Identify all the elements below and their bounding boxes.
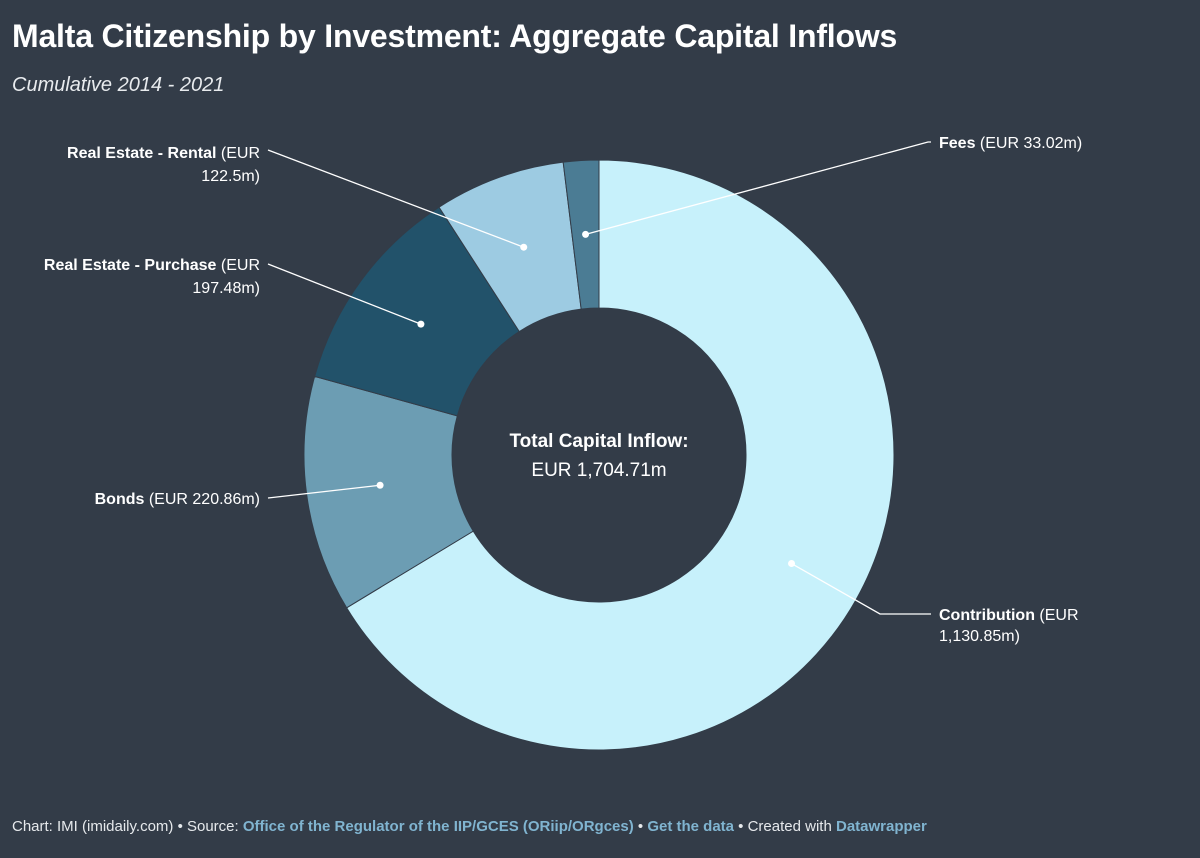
slice-labels: Contribution (EUR 1,130.85m) Bonds (EUR 22… [44,135,1082,645]
center-total-title: Total Capital Inflow: [509,431,688,452]
leader-lines [267,141,931,615]
slice-fees[interactable] [562,159,600,310]
slice-label: 122.5m) [201,168,260,185]
leader-dot [417,320,425,328]
footer-created-with: • Created with [734,818,836,835]
get-data-link[interactable]: Get the data [647,818,735,835]
slice-label-value: (EUR [216,257,260,274]
slice-label-name: Bonds [95,491,145,508]
slice-label: Fees (EUR 33.02m) [939,135,1082,152]
footer-separator: • [633,818,648,835]
leader-dot [582,230,590,238]
center-total-value: EUR 1,704.71m [531,460,666,481]
slice-label-name: Real Estate - Purchase [44,257,217,274]
slice-label: Real Estate - Rental (EUR [67,145,260,162]
leader-dot [520,243,528,251]
slice-label-name: Real Estate - Rental [67,145,216,162]
leader-line [267,263,422,325]
chart-subtitle: Cumulative 2014 - 2021 [12,74,225,96]
slice-label-value: 197.48m) [192,280,260,297]
leader-line [585,141,931,236]
footer-credit: Chart: IMI (imidaily.com) • Source: [12,818,243,835]
donut-slices [303,159,895,751]
slice-label-value: (EUR [1035,607,1079,624]
slice-label: Bonds (EUR 220.86m) [95,491,260,508]
slice-label-name: Contribution [939,607,1035,624]
slice-real-estate-purchase[interactable] [314,206,520,417]
leader-dot [376,481,384,489]
chart-title: Malta Citizenship by Investment: Aggrega… [12,18,898,54]
slice-label: Contribution (EUR [939,607,1079,624]
slice-label-name: Fees [939,135,976,152]
slice-label-value: (EUR 220.86m) [144,491,260,508]
slice-label-value: (EUR [216,145,260,162]
slice-contribution[interactable] [345,159,895,751]
chart-footer: Chart: IMI (imidaily.com) • Source: Offi… [12,818,927,835]
slice-label: 1,130.85m) [939,628,1020,645]
slice-label-value: (EUR 33.02m) [975,135,1082,152]
leader-dot [788,560,796,568]
leader-line [791,562,931,615]
slice-label-value: 122.5m) [201,168,260,185]
leader-line [267,484,381,499]
slice-bonds[interactable] [303,375,474,609]
slice-label-value: 1,130.85m) [939,628,1020,645]
slice-label: Real Estate - Purchase (EUR [44,257,260,274]
source-link[interactable]: Office of the Regulator of the IIP/GCES … [242,818,634,835]
leader-line [267,149,524,248]
datawrapper-link[interactable]: Datawrapper [835,818,927,835]
slice-label: 197.48m) [192,280,260,297]
